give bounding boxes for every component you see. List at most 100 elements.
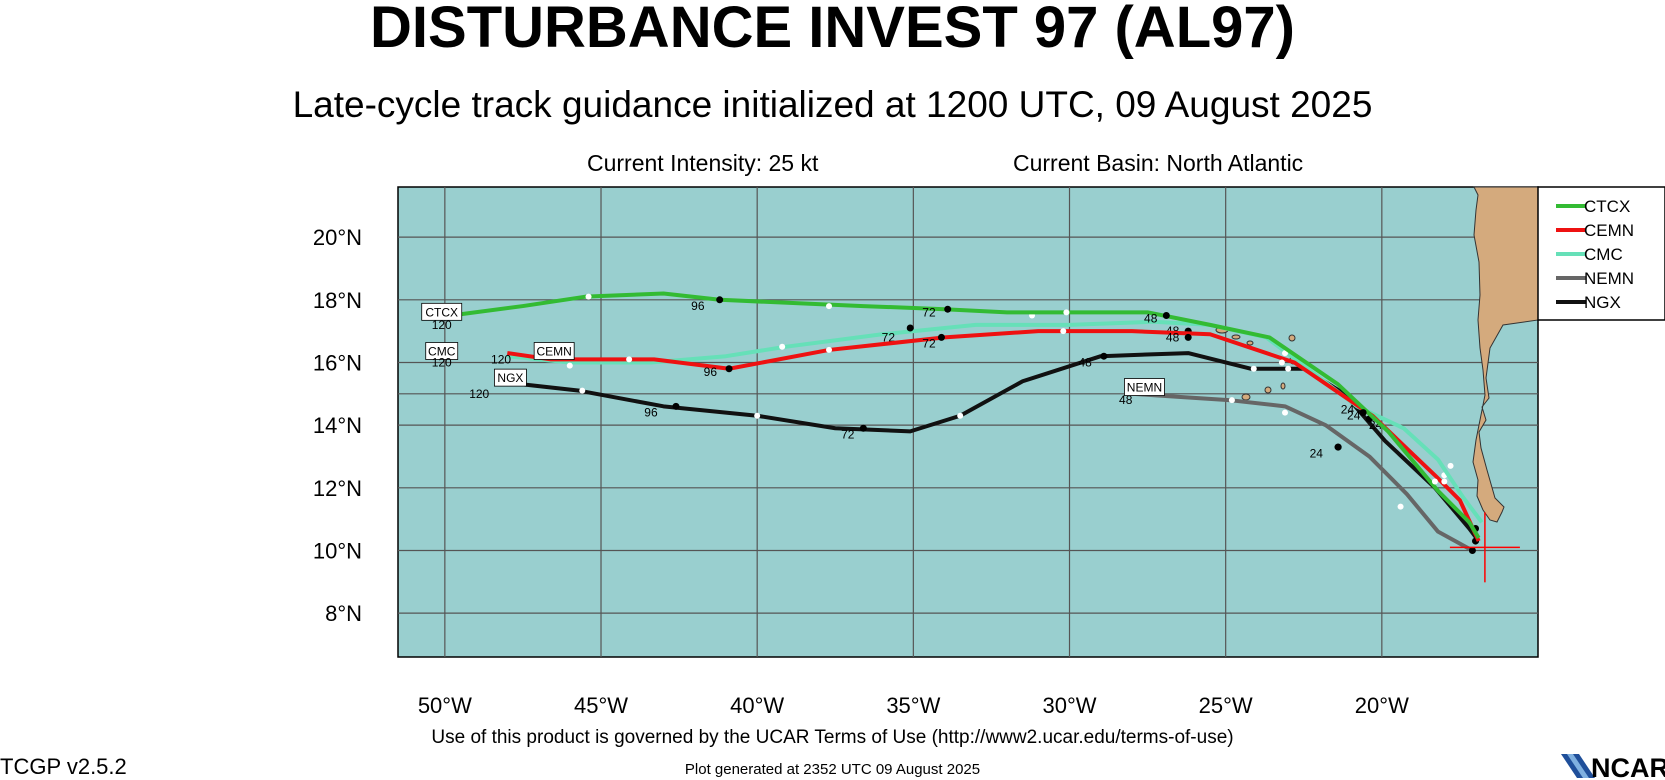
track-label-box	[421, 302, 463, 321]
forecast-hour-label: 72	[841, 428, 855, 442]
africa-coastline	[1472, 186, 1539, 523]
forecast-hour-label: 24	[1347, 409, 1361, 423]
forecast-hour-label: 120	[432, 355, 452, 369]
legend-label-nemn: NEMN	[1584, 269, 1634, 288]
ncar-logo: NCAR	[1561, 753, 1665, 780]
forecast-hour-label: 48	[1166, 330, 1180, 344]
track-name-label: CTCX	[425, 305, 458, 319]
track-label-box	[494, 368, 527, 387]
y-axis-tick-labels: 8°N 10°N 12°N 14°N 16°N 18°N 20°N	[313, 225, 362, 626]
y-tick-label: 12°N	[313, 476, 362, 501]
half-day-point	[1397, 503, 1404, 510]
half-day-point	[754, 412, 761, 419]
half-day-point	[1447, 462, 1454, 469]
forecast-hour-label: 120	[491, 352, 511, 366]
half-day-point	[1441, 478, 1448, 485]
forecast-hour-label: 24	[1310, 446, 1324, 460]
track-label-box	[1124, 378, 1165, 396]
x-tick-label: 30°W	[1042, 693, 1096, 718]
track-line-ctcx	[450, 291, 1481, 539]
daily-point	[672, 402, 680, 410]
y-tick-label: 14°N	[313, 413, 362, 438]
forecast-hour-label: 96	[691, 299, 705, 313]
half-day-point	[1282, 409, 1289, 416]
y-tick-label: 20°N	[313, 225, 362, 250]
daily-point	[1162, 311, 1170, 319]
forecast-hour-label: 72	[922, 337, 936, 351]
x-tick-label: 25°W	[1199, 693, 1253, 718]
track-name-label: NGX	[497, 371, 523, 385]
half-day-point	[585, 293, 592, 300]
current-position-marker	[1449, 512, 1520, 583]
daily-point	[1468, 546, 1476, 554]
forecast-hour-label: 96	[644, 406, 658, 420]
half-day-point	[1228, 397, 1235, 404]
x-tick-label: 20°W	[1355, 693, 1409, 718]
x-tick-label: 40°W	[730, 693, 784, 718]
daily-point	[944, 305, 952, 313]
forecast-hour-label: 72	[922, 305, 936, 319]
daily-point	[716, 296, 724, 304]
daily-point	[906, 324, 914, 332]
daily-point	[937, 333, 945, 341]
half-day-point	[826, 303, 833, 310]
half-day-point	[1285, 365, 1292, 372]
half-day-point	[579, 387, 586, 394]
daily-point	[1184, 333, 1192, 341]
half-day-point	[1282, 350, 1289, 357]
legend-label-cemn: CEMN	[1584, 221, 1634, 240]
legend-label-cmc: CMC	[1584, 245, 1623, 264]
forecast-hour-label: 48	[1078, 355, 1092, 369]
y-tick-label: 10°N	[313, 538, 362, 563]
track-label-box	[533, 342, 575, 360]
track-name-label: CEMN	[536, 345, 571, 359]
x-axis-tick-labels: 50°W 45°W 40°W 35°W 30°W 25°W 20°W	[418, 693, 1409, 718]
half-day-point	[1278, 359, 1285, 366]
ncar-logo-text: NCAR	[1591, 753, 1665, 780]
terms-of-use-note: Use of this product is governed by the U…	[431, 727, 1234, 748]
version-label: TCGP v2.5.2	[0, 754, 127, 779]
current-basin: Current Basin: North Atlantic	[1013, 150, 1304, 176]
track-name-label: CMC	[428, 345, 456, 359]
legend-label-ctcx: CTCX	[1584, 197, 1630, 216]
x-tick-label: 50°W	[418, 693, 472, 718]
chart-title: DISTURBANCE INVEST 97 (AL97)	[370, 0, 1295, 60]
daily-point	[1100, 352, 1108, 360]
forecast-hour-label: 48	[1144, 312, 1158, 326]
daily-point	[1334, 443, 1342, 451]
plot-generated-time: Plot generated at 2352 UTC 09 August 202…	[684, 761, 981, 778]
half-day-point	[1060, 328, 1067, 335]
track-line-cmc	[507, 319, 1484, 524]
forecast-hour-label: 24	[1341, 402, 1355, 416]
half-day-point	[957, 412, 964, 419]
half-day-point	[779, 343, 786, 350]
forecast-hour-label: 48	[1119, 393, 1133, 407]
forecast-hour-label: 120	[432, 318, 452, 332]
track-cemn: CEMN 120 96 72 48 24	[491, 328, 1481, 542]
current-intensity: Current Intensity: 25 kt	[587, 150, 819, 176]
forecast-hour-label: 120	[469, 387, 489, 401]
daily-point	[725, 365, 733, 373]
half-day-point	[1063, 309, 1070, 316]
chart-subtitle: Late-cycle track guidance initialized at…	[292, 84, 1373, 125]
x-tick-label: 35°W	[886, 693, 940, 718]
legend: CTCX CEMN CMC NEMN NGX	[1537, 186, 1665, 321]
x-tick-label: 45°W	[574, 693, 628, 718]
y-tick-label: 8°N	[325, 601, 362, 626]
forecast-hour-label: 96	[704, 365, 718, 379]
daily-point	[1359, 409, 1367, 417]
daily-point	[859, 424, 867, 432]
ocean-background	[397, 186, 1539, 658]
half-day-point	[1431, 478, 1438, 485]
legend-label-ngx: NGX	[1584, 293, 1621, 312]
track-line-nemn	[1131, 391, 1474, 553]
track-ngx: NGX 120 96 72 48	[469, 351, 1481, 545]
y-tick-label: 18°N	[313, 288, 362, 313]
track-line-cemn	[507, 329, 1481, 542]
half-day-point	[1250, 365, 1257, 372]
